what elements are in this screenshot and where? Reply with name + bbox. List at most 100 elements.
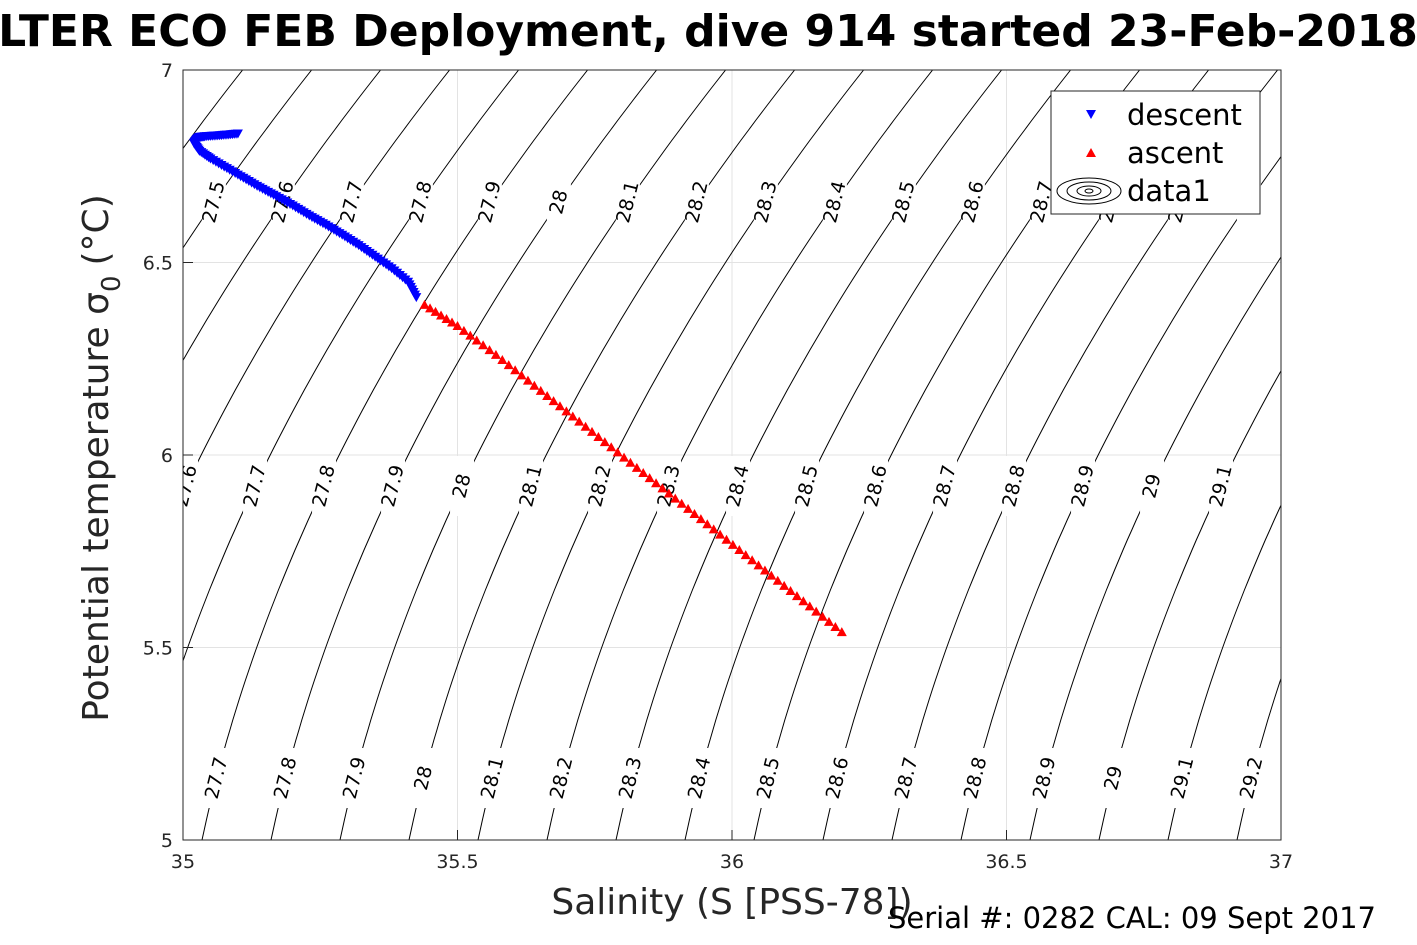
serial-calibration-footer: Serial #: 0282 CAL: 09 Sept 2017 [888,901,1376,935]
contour-label-background [339,172,364,232]
data-point-ascent [753,560,764,570]
contour-label-background [549,748,574,808]
density-contour-line [1236,676,1281,840]
density-contour-line [1306,70,1417,840]
contour-label-background [684,172,709,232]
data-point-ascent [447,317,458,327]
contour-label-background [1029,172,1054,232]
density-contour-line [0,70,36,840]
y-tick-label: 5 [161,830,173,852]
legend-box [1050,90,1261,215]
data-point-ascent [791,591,802,601]
data-point-ascent [804,601,815,611]
data-point-ascent [619,452,630,462]
data-point-ascent [785,586,796,596]
y-tick-label: 7 [161,60,173,82]
data-point-ascent [580,421,591,431]
contour-label-background [618,748,643,808]
data-point-ascent [606,442,617,452]
data-point-ascent [663,488,674,498]
y-axis-label: Potential temperature σ0 (°C) [76,194,127,722]
data-point-ascent [452,321,463,331]
data-point-ascent [670,493,681,503]
data-point-ascent [612,447,623,457]
contour-label-background [243,456,268,516]
contour-label-background [756,748,781,808]
data-point-ascent [522,375,533,385]
contour-label-background [546,172,571,232]
data-point-ascent [516,370,527,380]
contour-label-background [933,456,958,516]
contour-label-background [1032,748,1057,808]
grid-lines [183,70,1281,840]
legend: descent ascent data1 [1050,90,1261,215]
data-point-ascent [436,310,447,320]
data-point-ascent [715,529,726,539]
data-point-ascent [425,303,436,313]
data-point-ascent [823,616,834,626]
data-point-ascent [811,606,822,616]
contour-label-background [1071,456,1096,516]
data-point-ascent [574,416,585,426]
contour-label-background [588,456,613,516]
legend-descent-label: descent [1127,98,1242,132]
y-tick-label: 6.5 [143,253,173,275]
data-point-ascent [740,550,751,560]
y-axis-label-text: Potential temperature [76,326,117,721]
data-point-ascent [458,325,469,335]
x-tick-label: 36.5 [985,851,1027,873]
contour-label-background [1101,748,1126,808]
y-axis-label-unit: (°C) [76,194,117,265]
density-contour-line [1029,256,1281,840]
x-tick-label: 35 [171,851,195,873]
data-point-ascent [721,534,732,544]
contour-label-background [1140,456,1165,516]
contour-label-background [273,748,298,808]
data-point-ascent [683,503,694,513]
data-point-ascent [625,457,636,467]
contour-label-background [342,748,367,808]
data-point-descent [411,293,422,303]
contour-label-background [480,748,505,808]
contour-label-background [1170,748,1195,808]
data-point-ascent [734,544,745,554]
x-tick-label: 36 [720,851,744,873]
contour-label-background [615,172,640,232]
data-point-ascent [567,411,578,421]
contour-label-background [960,172,985,232]
data-point-ascent [702,519,713,529]
data-point-ascent [529,380,540,390]
data-point-ascent [798,596,809,606]
contour-label-background [411,748,436,808]
series-descent [188,129,422,303]
data-point-ascent [497,355,508,365]
contour-label-background [891,172,916,232]
x-tick-label: 35.5 [436,851,478,873]
x-axis-label: Salinity (S [PSS-78]) [551,882,912,923]
contour-label-background [894,748,919,808]
data-point-ascent [657,483,668,493]
legend-ascent-marker [1086,148,1096,157]
data-point-ascent [631,462,642,472]
data-point-ascent [727,539,738,549]
contour-label-background [864,456,889,516]
contour-label-background [450,456,475,516]
series-ascent [419,299,847,637]
data-point-ascent [548,396,559,406]
density-contour-line [1375,70,1417,840]
contour-label-background [408,172,433,232]
legend-data1-label: data1 [1127,174,1211,208]
density-contour-labels: 27.7 27.8 27.9 28 28.1 28.2 28.3 28.4 28.5 28.6 28… [183,172,1267,808]
y-tick-label: 6 [161,445,173,467]
legend-ascent-label: ascent [1127,136,1223,170]
data-point-ascent [554,401,565,411]
data-point-ascent [651,478,662,488]
contour-label-background [519,456,544,516]
data-point-ascent [817,611,828,621]
contour-label-background [204,748,229,808]
data-point-ascent [441,313,452,323]
data-point-ascent [779,580,790,590]
data-point-ascent [747,555,758,565]
data-point-ascent [465,330,476,340]
